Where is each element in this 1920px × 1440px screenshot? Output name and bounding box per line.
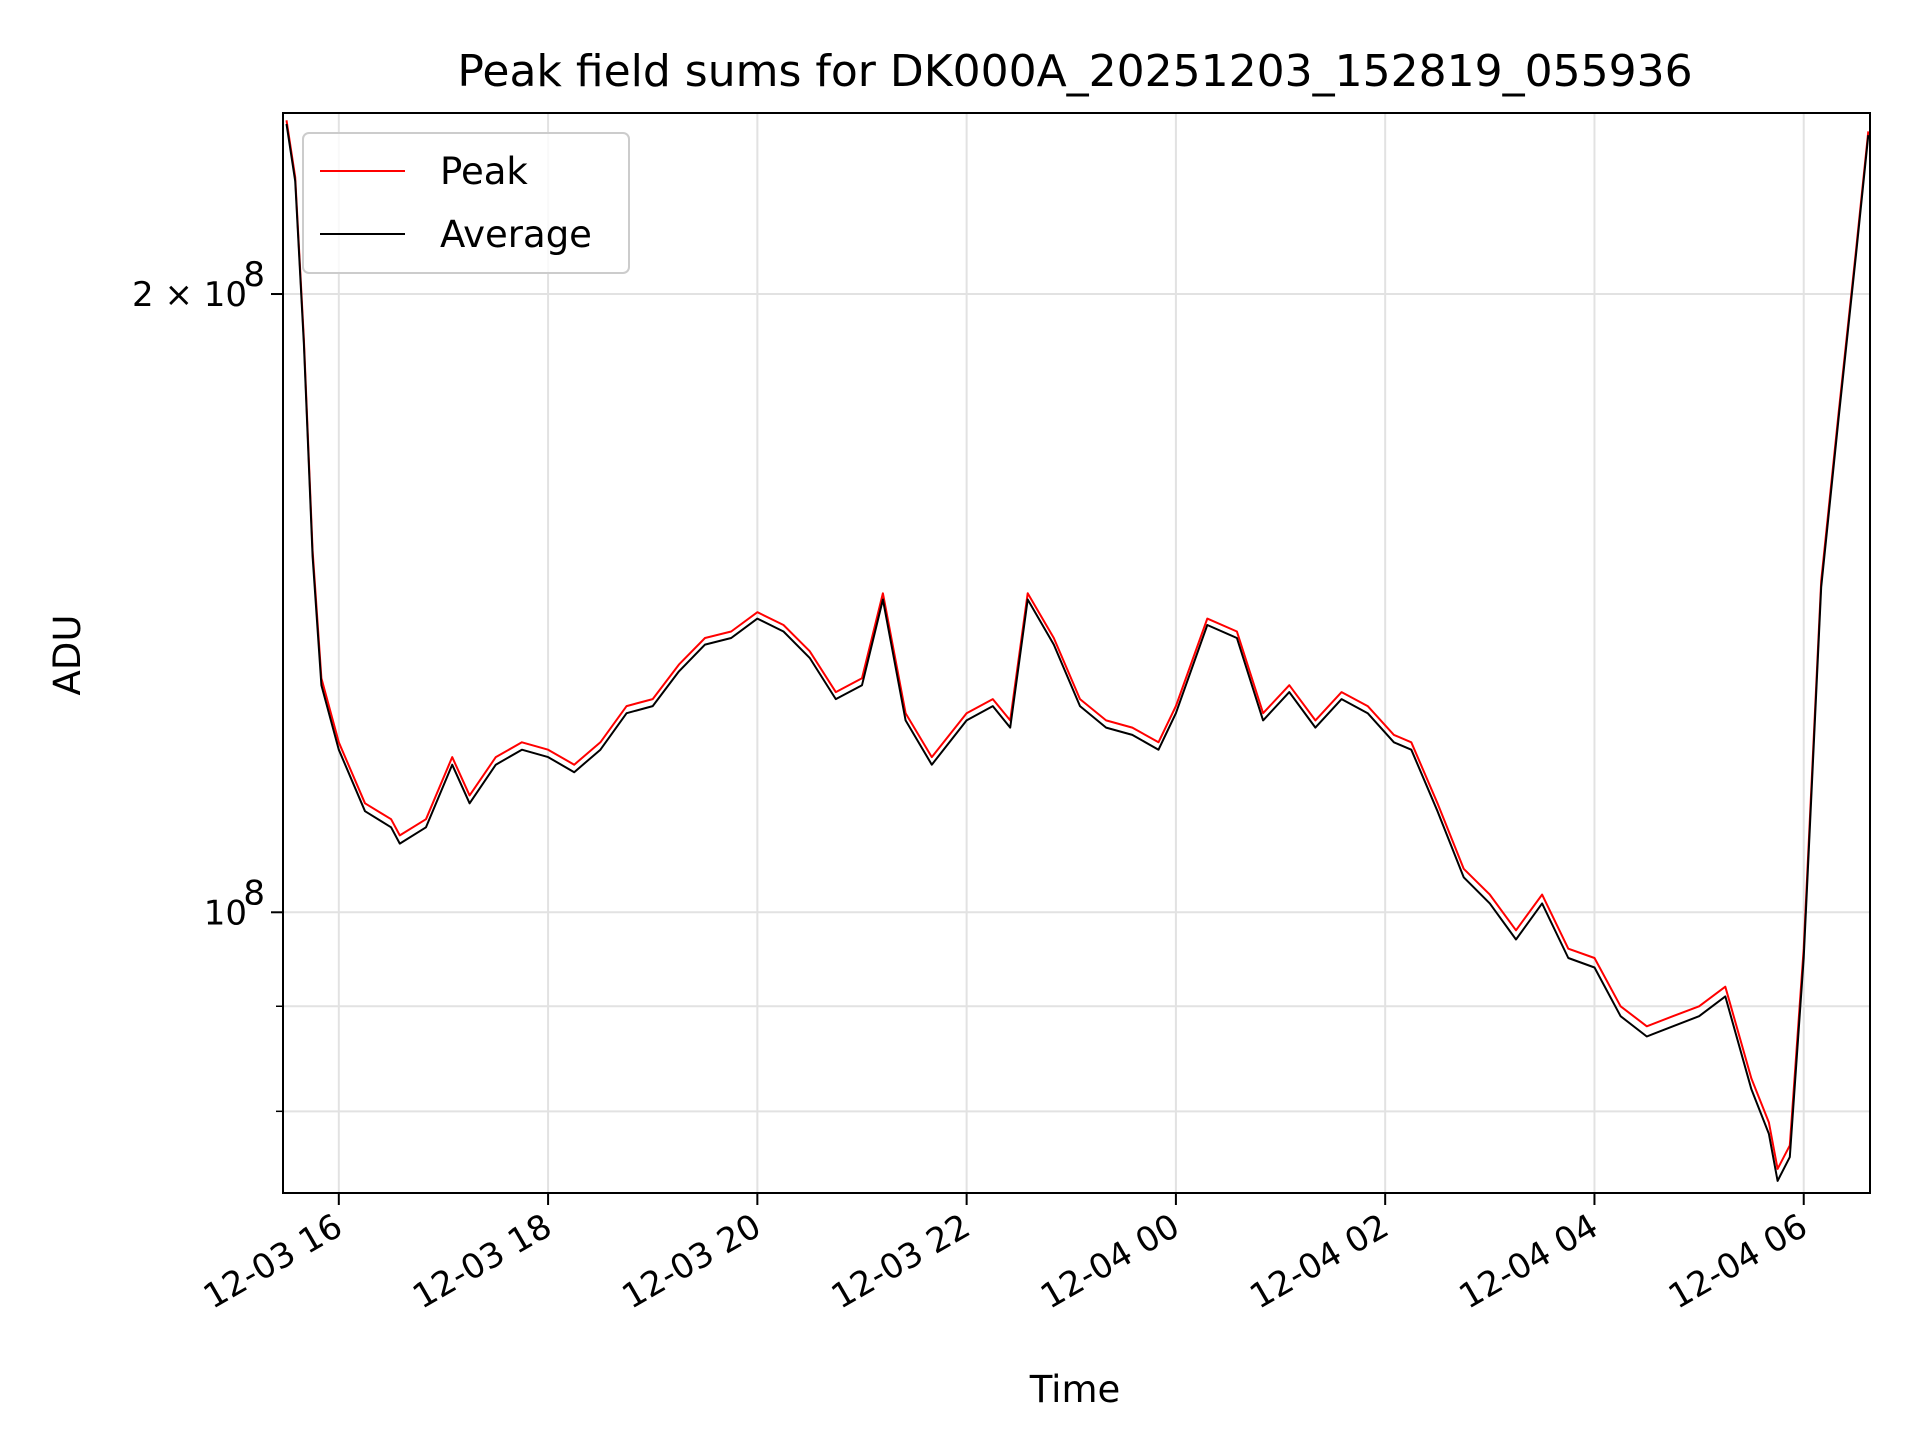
series-line-average xyxy=(285,123,1870,1182)
series-line-peak xyxy=(285,120,1870,1170)
legend-box xyxy=(302,132,630,274)
legend-label: Peak xyxy=(440,150,528,193)
y-axis-label: ADU xyxy=(46,615,89,696)
y-tick-label: 2 × 10 xyxy=(132,275,247,315)
series-layer xyxy=(285,120,1870,1182)
grid-layer xyxy=(283,113,1870,1193)
x-axis-label: Time xyxy=(1029,1368,1121,1411)
legend-label: Average xyxy=(440,213,592,256)
y-tick-exponent: 8 xyxy=(243,255,265,295)
chart-title: Peak field sums for DK000A_20251203_1528… xyxy=(457,46,1692,97)
y-tick-exponent: 8 xyxy=(243,873,265,913)
plot-frame xyxy=(282,112,1871,1194)
legend: Peak Average xyxy=(302,132,630,274)
y-tick-label: 10 xyxy=(204,893,247,933)
